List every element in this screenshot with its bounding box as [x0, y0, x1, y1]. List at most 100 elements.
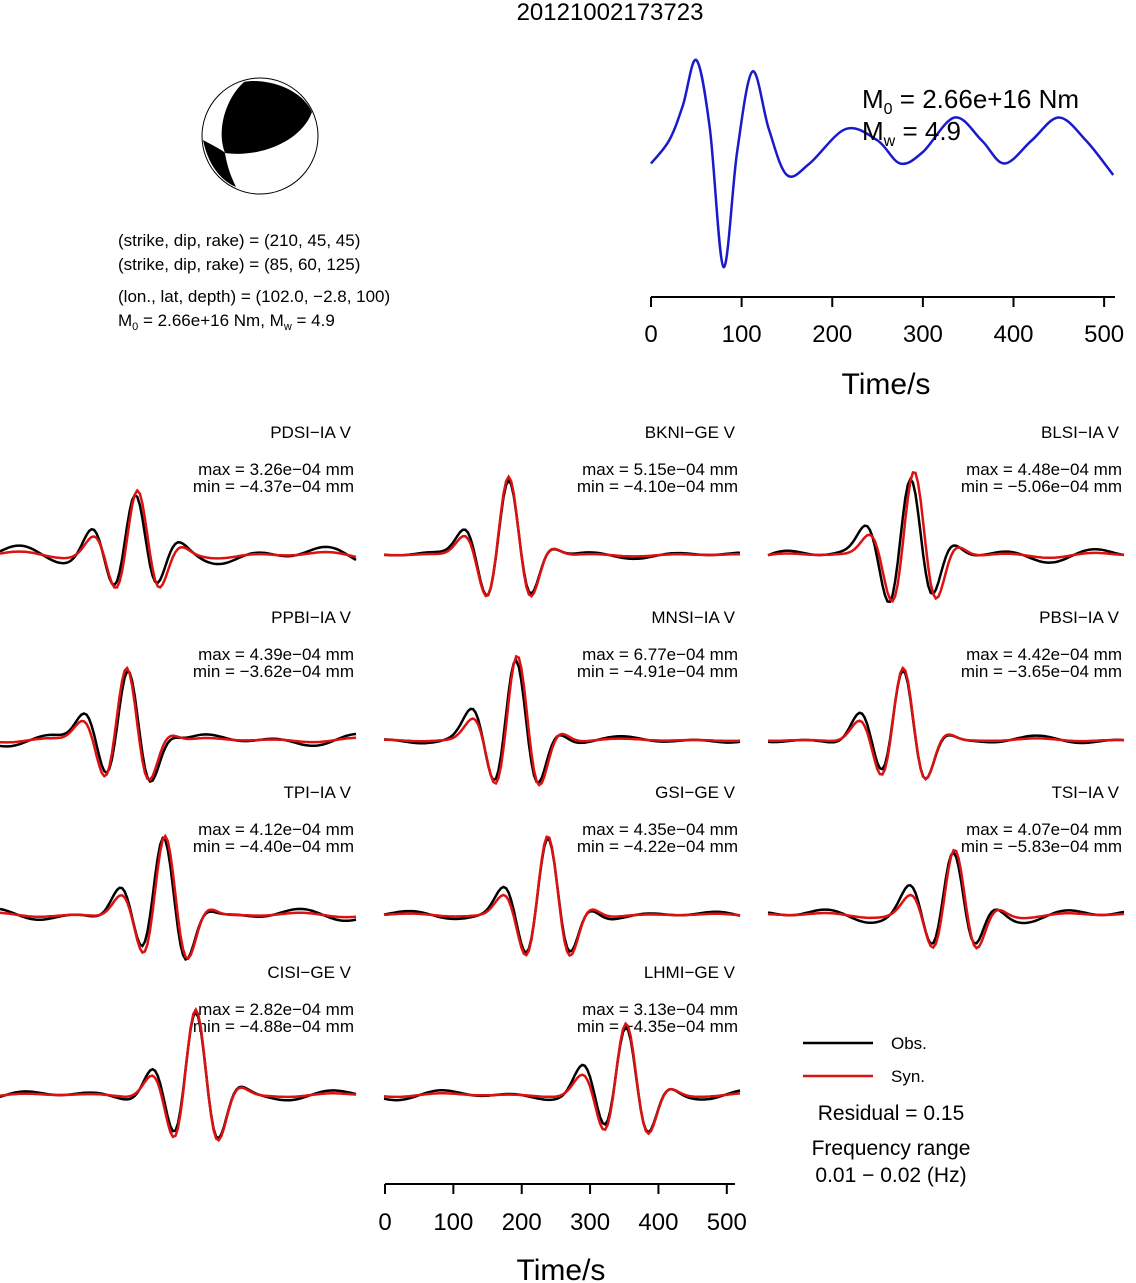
bottom-ticks: 0 100 200 300 400 500 — [378, 1184, 747, 1236]
station-min: min = −4.88e−04 mm — [193, 1017, 354, 1036]
station-max: max = 3.26e−04 mm — [198, 460, 354, 479]
station-min: min = −4.91e−04 mm — [577, 662, 738, 681]
synthetic-trace — [768, 665, 1125, 781]
tick-label: 100 — [433, 1209, 473, 1236]
stf-xlabel: Time/s — [842, 368, 931, 401]
station-name: PDSI−IA V — [270, 423, 351, 442]
tick-label: 200 — [502, 1209, 542, 1236]
station-max: max = 4.48e−04 mm — [966, 460, 1122, 479]
station-max: max = 4.39e−04 mm — [198, 645, 354, 664]
observed-trace — [0, 669, 357, 784]
observed-trace — [767, 850, 1125, 945]
synthetic-trace — [0, 1006, 357, 1143]
figure-title: 20121002173723 — [517, 0, 704, 26]
station-max: max = 4.35e−04 mm — [582, 820, 738, 839]
station-max: max = 6.77e−04 mm — [582, 645, 738, 664]
station-max: max = 2.82e−04 mm — [198, 1000, 354, 1019]
tick-label: 100 — [722, 321, 762, 348]
synthetic-trace — [383, 474, 740, 598]
beachball — [201, 77, 319, 195]
tick-label: 300 — [903, 321, 943, 348]
station-min: min = −4.37e−04 mm — [193, 477, 354, 496]
station-min: min = −4.10e−04 mm — [577, 477, 738, 496]
tick-label: 400 — [638, 1209, 678, 1236]
stf-panel: M0 = 2.66e+16 Nm Mw = 4.9 0 100 200 300 400 5… — [644, 58, 1124, 401]
tick-label: 0 — [378, 1209, 391, 1236]
observed-trace — [383, 477, 741, 597]
stf-magnitude-label: Mw = 4.9 — [862, 116, 961, 150]
station-min: min = −4.40e−04 mm — [193, 837, 354, 856]
station-name: TSI−IA V — [1051, 783, 1119, 802]
synthetic-trace — [767, 848, 1125, 950]
mechanism-line-2: (strike, dip, rake) = (85, 60, 125) — [118, 255, 360, 274]
station-name: BKNI−GE V — [645, 423, 736, 442]
station-name: MNSI−IA V — [651, 608, 735, 627]
legend-obs-label: Obs. — [891, 1034, 927, 1053]
residual-text: Residual = 0.15 — [818, 1102, 965, 1125]
synthetic-trace — [383, 835, 741, 958]
observed-trace — [0, 836, 357, 961]
frequency-range-value: 0.01 − 0.02 (Hz) — [815, 1164, 966, 1187]
station-min: min = −5.06e−04 mm — [961, 477, 1122, 496]
station-min: min = −4.35e−04 mm — [577, 1017, 738, 1036]
tick-label: 200 — [812, 321, 852, 348]
station-name: PPBI−IA V — [271, 608, 352, 627]
station-min: min = −3.62e−04 mm — [193, 662, 354, 681]
beachball-compression-1 — [221, 81, 312, 154]
stf-moment-label: M0 = 2.66e+16 Nm — [862, 84, 1079, 118]
observed-trace — [767, 668, 1125, 781]
station-min: min = −3.65e−04 mm — [961, 662, 1122, 681]
synthetic-trace — [0, 488, 357, 589]
tick-label: 300 — [570, 1209, 610, 1236]
legend: Obs. Syn. Residual = 0.15 Frequency rang… — [803, 1034, 970, 1187]
synthetic-trace — [0, 665, 357, 782]
bottom-axis: 0 100 200 300 400 500 Time/s — [378, 1183, 747, 1283]
synthetic-trace — [384, 654, 741, 787]
station-name: GSI−GE V — [655, 783, 735, 802]
observed-trace — [0, 493, 357, 587]
tick-label: 400 — [993, 321, 1033, 348]
tick-label: 500 — [1084, 321, 1124, 348]
mechanism-moment: M0 = 2.66e+16 Nm, Mw = 4.9 — [118, 311, 335, 333]
station-name: LHMI−GE V — [644, 963, 736, 982]
observed-trace — [383, 837, 741, 955]
station-max: max = 3.13e−04 mm — [582, 1000, 738, 1019]
station-max: max = 4.42e−04 mm — [966, 645, 1122, 664]
mechanism-info: (strike, dip, rake) = (210, 45, 45) (str… — [118, 231, 390, 333]
synthetic-trace — [767, 471, 1125, 604]
station-max: max = 5.15e−04 mm — [582, 460, 738, 479]
tick-label: 500 — [707, 1209, 747, 1236]
station-max: max = 4.07e−04 mm — [966, 820, 1122, 839]
legend-syn-label: Syn. — [891, 1067, 925, 1086]
mechanism-line-3: (lon., lat, depth) = (102.0, −2.8, 100) — [118, 287, 390, 306]
frequency-range-label: Frequency range — [812, 1137, 971, 1160]
station-min: min = −5.83e−04 mm — [961, 837, 1122, 856]
stf-ticks: 0 100 200 300 400 500 — [644, 297, 1124, 348]
station-name: CISI−GE V — [267, 963, 351, 982]
beachball-compression-2 — [203, 140, 236, 187]
station-name: TPI−IA V — [283, 783, 351, 802]
station-name: BLSI−IA V — [1041, 423, 1120, 442]
tick-label: 0 — [644, 321, 657, 348]
station-min: min = −4.22e−04 mm — [577, 837, 738, 856]
observed-trace — [767, 476, 1125, 604]
observed-trace — [383, 1025, 741, 1134]
mechanism-line-1: (strike, dip, rake) = (210, 45, 45) — [118, 231, 360, 250]
station-max: max = 4.12e−04 mm — [198, 820, 354, 839]
synthetic-trace — [0, 833, 357, 961]
station-name: PBSI−IA V — [1039, 608, 1120, 627]
synthetic-trace — [383, 1021, 741, 1136]
